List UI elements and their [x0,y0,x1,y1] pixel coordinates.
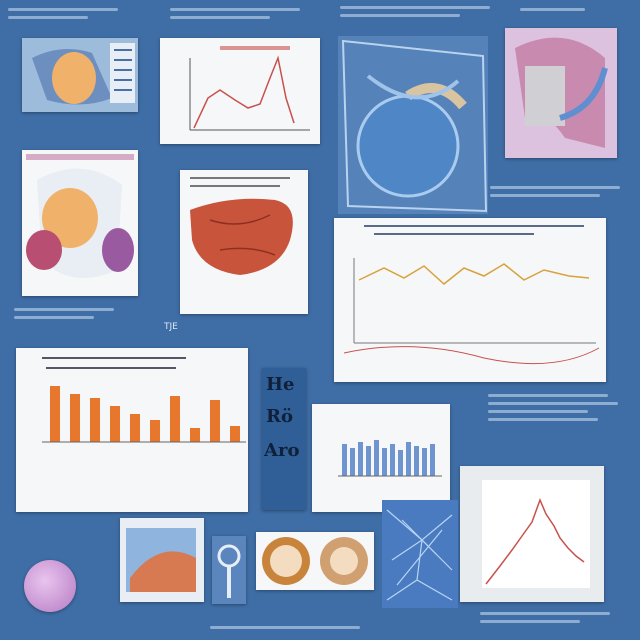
thumbnail-anatomy [120,518,204,602]
anatomy-illustration-1 [22,38,138,112]
header-text-1 [8,8,128,24]
text-block-bottom [210,626,360,634]
tile-line-2: Rö [266,406,293,427]
liver-caption: TJE [164,322,178,332]
header-text-4 [520,8,590,16]
header-text-3 [340,6,490,22]
tile-line-1: He [266,374,295,395]
organ-illustration [22,150,138,296]
orange-bar-chart [16,348,248,512]
text-block-left [14,308,124,324]
header-text-2 [170,8,310,24]
text-block-right-1 [490,186,630,202]
tile-letters: He Rö Aro [262,368,306,510]
wave-chart [334,218,606,382]
pink-anatomy-illustration [505,28,617,158]
magnifier-icon [212,536,246,604]
peak-line-chart [460,466,604,602]
blue-bar-chart [312,404,450,512]
network-illustration [382,500,458,608]
cross-section-illustration [338,36,488,214]
text-block-bottom-right [480,612,620,628]
line-chart-top [160,38,320,144]
tile-line-3: Aro [264,440,300,461]
cell-images [256,532,374,590]
text-block-right-2 [488,394,628,426]
purple-circle [24,560,76,612]
liver-illustration [180,170,308,314]
